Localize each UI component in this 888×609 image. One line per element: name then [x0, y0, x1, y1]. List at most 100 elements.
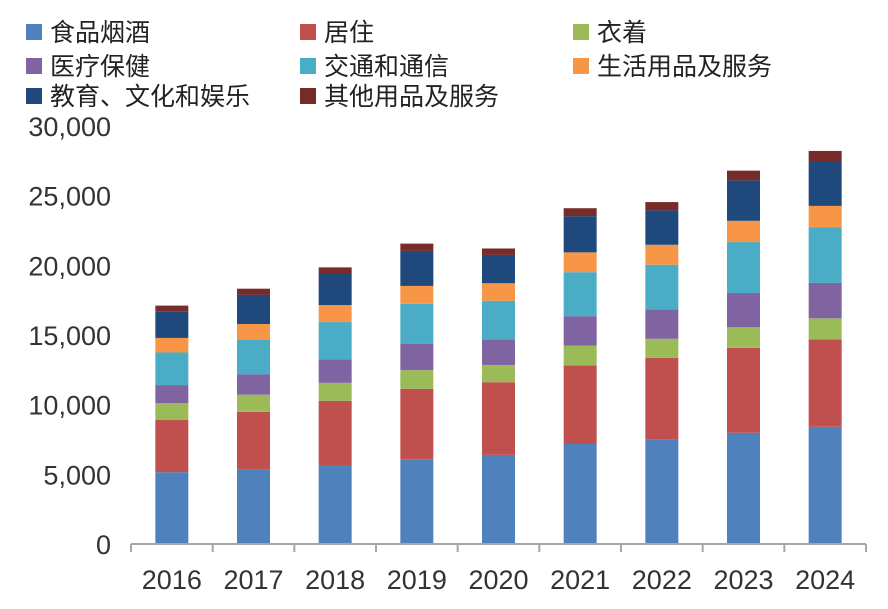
bar-2016-series-4 [155, 352, 189, 386]
bar-2021-series-3 [563, 316, 597, 346]
legend-swatch-6 [26, 88, 42, 104]
x-tick-label-2022: 2022 [632, 565, 692, 595]
legend-swatch-5 [573, 58, 589, 74]
x-tick-label-2021: 2021 [550, 565, 610, 595]
legend-swatch-2 [573, 24, 589, 40]
y-tick-label-3: 15,000 [28, 321, 111, 351]
y-tick-label-1: 5,000 [43, 460, 111, 490]
legend-swatch-7 [300, 88, 316, 104]
bar-2020-series-7 [482, 248, 515, 255]
bar-2020-series-2 [482, 364, 515, 383]
bar-2020-series-5 [482, 283, 515, 301]
legend-swatch-1 [300, 24, 316, 40]
bar-2022-series-6 [645, 210, 679, 245]
bar-2024-series-3 [808, 282, 842, 319]
bar-2024-series-1 [808, 339, 842, 427]
legend-label-6: 教育、文化和娱乐 [50, 82, 250, 111]
bars [155, 150, 842, 544]
bar-2019-series-3 [400, 343, 434, 371]
bar-2021-series-0 [563, 443, 597, 544]
bar-2017-series-7 [237, 288, 270, 295]
bar-2016-series-2 [155, 403, 189, 421]
x-tick-label-2016: 2016 [142, 565, 202, 595]
bar-2023-series-2 [727, 327, 760, 348]
bar-2017-series-4 [237, 339, 270, 375]
bar-2022-series-5 [645, 244, 679, 265]
bar-2024-series-7 [808, 150, 842, 162]
y-axis-ticks: 0 5,000 10,000 15,000 20,000 25,000 30,000 [28, 112, 111, 560]
bar-2022-series-3 [645, 309, 679, 339]
bar-2018-series-5 [318, 305, 352, 323]
bar-2023-series-7 [727, 170, 760, 181]
x-tick-label-2017: 2017 [223, 565, 283, 595]
bar-2021-series-5 [563, 252, 597, 273]
bar-2022-series-7 [645, 202, 679, 211]
bar-2023-series-5 [727, 220, 760, 243]
bar-2018-series-2 [318, 382, 352, 401]
x-tick-label-2024: 2024 [795, 565, 855, 595]
x-tick-label-2023: 2023 [713, 565, 773, 595]
bar-2016-series-7 [155, 305, 189, 312]
legend-label-5: 生活用品及服务 [597, 52, 772, 81]
bar-2021-series-6 [563, 216, 597, 253]
x-axis-ticks: 2016 2017 2018 2019 2020 2021 2022 2023 2024 [142, 565, 855, 595]
bar-2016-series-0 [155, 472, 189, 544]
bar-2017-series-5 [237, 323, 270, 340]
y-tick-label-0: 0 [96, 530, 111, 560]
bar-2020-series-4 [482, 300, 515, 340]
bar-2019-series-4 [400, 303, 434, 344]
bar-2019-series-0 [400, 459, 434, 544]
legend-label-3: 医疗保健 [50, 52, 150, 81]
bar-2022-series-4 [645, 264, 679, 310]
bar-2020-series-6 [482, 254, 515, 284]
bar-2018-series-7 [318, 267, 352, 275]
bar-2020-series-0 [482, 454, 515, 544]
bar-2019-series-7 [400, 243, 434, 251]
y-tick-label-5: 25,000 [28, 182, 111, 212]
x-axis [130, 543, 867, 552]
bar-2018-series-6 [318, 274, 352, 306]
bar-2020-series-3 [482, 339, 515, 365]
bar-2018-series-4 [318, 322, 352, 360]
bar-2022-series-0 [645, 439, 679, 544]
bar-2024-series-0 [808, 426, 842, 544]
bar-2017-series-0 [237, 469, 270, 544]
x-tick-label-2019: 2019 [387, 565, 447, 595]
bar-2020-series-1 [482, 382, 515, 455]
y-tick-label-6: 30,000 [28, 112, 111, 142]
bar-2021-series-4 [563, 272, 597, 317]
bar-2024-series-5 [808, 205, 842, 228]
legend-label-2: 衣着 [597, 18, 647, 47]
legend-swatch-0 [26, 24, 42, 40]
bar-2019-series-6 [400, 250, 434, 286]
bar-2017-series-6 [237, 294, 270, 324]
bar-2023-series-1 [727, 347, 760, 433]
bar-2023-series-0 [727, 432, 760, 544]
bar-2023-series-6 [727, 180, 760, 221]
bar-2022-series-1 [645, 357, 679, 440]
legend-swatch-4 [300, 58, 316, 74]
legend-label-4: 交通和通信 [324, 52, 449, 81]
legend-swatch-3 [26, 58, 42, 74]
bar-2023-series-3 [727, 292, 760, 328]
bar-2019-series-5 [400, 285, 434, 304]
bar-2021-series-7 [563, 208, 597, 217]
bar-2018-series-1 [318, 400, 352, 466]
bar-2017-series-3 [237, 374, 270, 395]
bar-2023-series-4 [727, 242, 760, 293]
legend-label-7: 其他用品及服务 [324, 82, 499, 111]
bar-2024-series-2 [808, 318, 842, 340]
bar-2016-series-3 [155, 385, 189, 404]
y-tick-label-4: 20,000 [28, 251, 111, 281]
bar-2018-series-3 [318, 359, 352, 383]
x-tick-label-2020: 2020 [468, 565, 528, 595]
bar-2021-series-1 [563, 365, 597, 444]
bar-2024-series-4 [808, 227, 842, 283]
legend-label-1: 居住 [324, 18, 374, 47]
bar-2022-series-2 [645, 338, 679, 358]
y-tick-label-2: 10,000 [28, 391, 111, 421]
bar-2017-series-1 [237, 411, 270, 470]
bar-2021-series-2 [563, 345, 597, 366]
